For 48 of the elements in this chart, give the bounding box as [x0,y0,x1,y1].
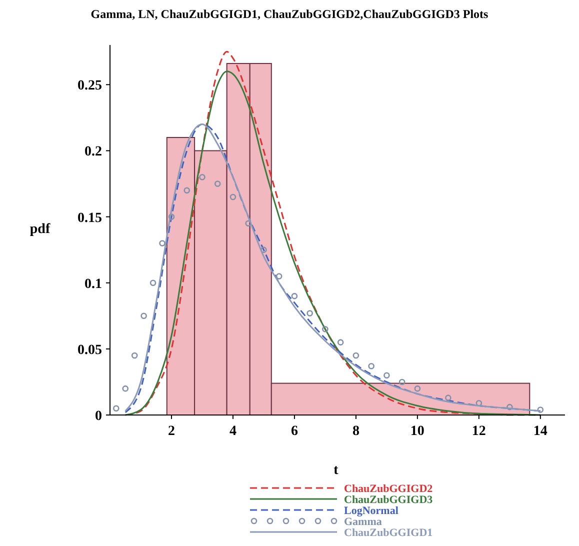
point [199,174,206,180]
x-tick-label: 6 [290,424,298,439]
legend-label: Gamma [344,516,382,528]
point [230,194,236,200]
point [445,394,452,401]
text: ChauZubGGIGD3 [344,494,434,506]
point [414,385,421,392]
x-tick-label: 2 [168,424,175,439]
point [384,372,390,379]
point [131,352,138,359]
y-axis-title: pdf [30,222,50,237]
text: LogNormal [344,505,398,517]
point [322,326,328,332]
point [184,187,190,194]
y-tick-label: 0 [95,409,102,424]
x-tick-label: 12 [472,424,486,439]
point [368,362,374,370]
point [337,339,344,346]
text: ChauZubGGIGD1 [344,527,433,539]
point [150,280,156,286]
point [122,385,129,392]
point [537,406,544,413]
point [306,310,313,316]
point [159,240,166,246]
y-tick-label: 0.2 [84,144,102,160]
point [476,400,482,406]
y-tick-label: 0.1 [84,276,102,292]
x-tick-label: 4 [229,424,236,439]
point [398,378,406,386]
point [506,404,513,410]
point [214,180,221,187]
x-axis-title: t [334,463,339,478]
chart-title: Gamma, LN, ChauZubGGIGD1, ChauZubGGIGD2,ChauZubGGIGD3 Plots [90,7,489,21]
y-tick-label: 0.15 [78,210,102,226]
point [113,405,120,412]
text: ChauZubGGIGD2 [344,483,434,495]
x-tick-label: 14 [533,424,548,439]
point [352,352,360,359]
point [168,214,175,220]
point [276,273,282,280]
x-tick-label: 10 [410,424,424,439]
y-tick-label: 0.05 [78,342,102,358]
x-tick-label: 8 [352,424,360,439]
point [245,220,252,227]
point [291,292,298,300]
point [260,246,267,253]
y-tick-label: 0.25 [78,78,102,94]
point [140,312,147,320]
